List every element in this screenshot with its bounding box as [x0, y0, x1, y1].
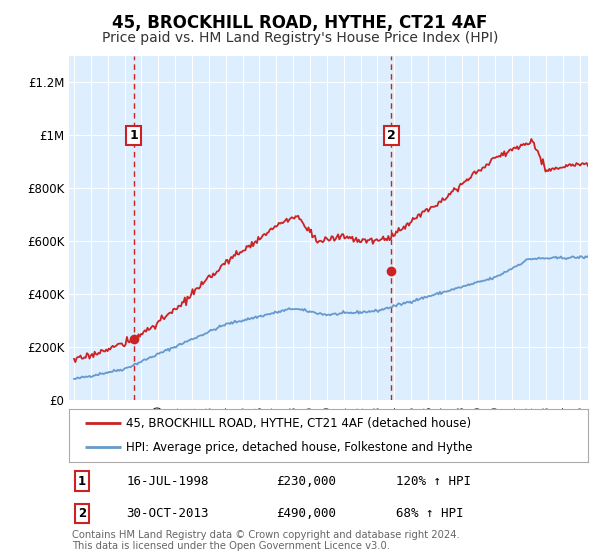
Text: £490,000: £490,000 [277, 507, 337, 520]
Text: 16-JUL-1998: 16-JUL-1998 [126, 474, 209, 488]
Text: 45, BROCKHILL ROAD, HYTHE, CT21 4AF (detached house): 45, BROCKHILL ROAD, HYTHE, CT21 4AF (det… [126, 417, 471, 430]
Text: 68% ↑ HPI: 68% ↑ HPI [396, 507, 463, 520]
Text: 30-OCT-2013: 30-OCT-2013 [126, 507, 209, 520]
Text: HPI: Average price, detached house, Folkestone and Hythe: HPI: Average price, detached house, Folk… [126, 441, 473, 454]
Text: 2: 2 [78, 507, 86, 520]
Text: Price paid vs. HM Land Registry's House Price Index (HPI): Price paid vs. HM Land Registry's House … [102, 31, 498, 45]
Text: 1: 1 [78, 474, 86, 488]
Text: £230,000: £230,000 [277, 474, 337, 488]
Text: 1: 1 [130, 129, 138, 142]
Text: 120% ↑ HPI: 120% ↑ HPI [396, 474, 471, 488]
Text: 2: 2 [387, 129, 396, 142]
Text: Contains HM Land Registry data © Crown copyright and database right 2024.
This d: Contains HM Land Registry data © Crown c… [72, 530, 460, 552]
Text: 45, BROCKHILL ROAD, HYTHE, CT21 4AF: 45, BROCKHILL ROAD, HYTHE, CT21 4AF [112, 14, 488, 32]
